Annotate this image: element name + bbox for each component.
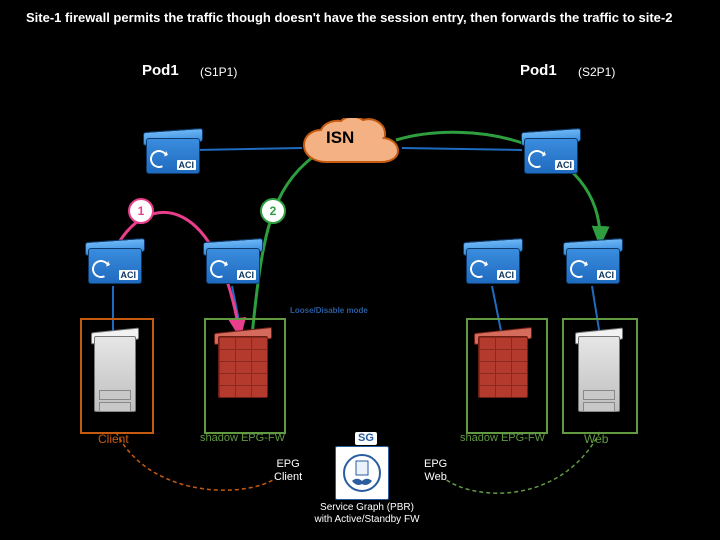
- leaf-l2: ACI: [200, 238, 264, 286]
- mode-note: Loose/Disable mode: [290, 306, 368, 316]
- server-web: [574, 330, 626, 416]
- page-title: Site-1 firewall permits the traffic thou…: [26, 10, 694, 26]
- step-2-badge: 2: [260, 198, 286, 224]
- sg-tag: SG: [355, 432, 377, 445]
- spine-right: ACI: [518, 128, 582, 176]
- spine-left: ACI: [140, 128, 204, 176]
- contract-icon: [335, 446, 389, 500]
- client-label: Client: [98, 432, 129, 446]
- site2-label: Pod1: [520, 62, 557, 80]
- contract-caption: Service Graph (PBR) with Active/Standby …: [302, 502, 432, 526]
- diagram-canvas: { "header": { "title": "Site-1 firewall …: [0, 0, 720, 540]
- isn-label: ISN: [326, 128, 354, 148]
- step-1-badge: 1: [128, 198, 154, 224]
- epg-web-label: EPG Web: [424, 458, 447, 484]
- epg-client-label: EPG Client: [274, 458, 302, 484]
- site2-sub: (S2P1): [578, 65, 615, 79]
- site1-sub: (S1P1): [200, 65, 237, 79]
- shadow-right-label: shadow EPG-FW: [460, 432, 545, 445]
- leaf-r2: ACI: [560, 238, 624, 286]
- web-label: Web: [584, 432, 608, 446]
- shadow-left-label: shadow EPG-FW: [200, 432, 285, 445]
- firewall-right: [474, 330, 534, 404]
- leaf-r1: ACI: [460, 238, 524, 286]
- site1-label: Pod1: [142, 62, 179, 80]
- leaf-l1: ACI: [82, 238, 146, 286]
- server-client: [90, 330, 142, 416]
- firewall-left: [214, 330, 274, 404]
